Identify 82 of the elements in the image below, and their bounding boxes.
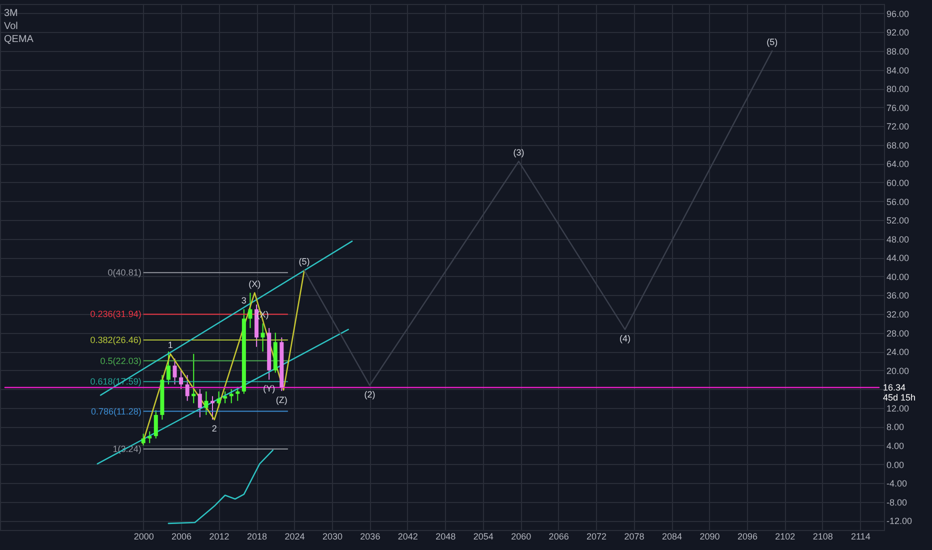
y-tick-label: 92.00 — [886, 28, 910, 38]
y-tick-label: 96.00 — [886, 8, 910, 19]
y-tick-label: 88.00 — [886, 46, 910, 56]
x-tick-label: 2090 — [700, 532, 720, 542]
x-tick-label: 2018 — [246, 532, 268, 542]
annotation: (Z) — [276, 394, 288, 405]
x-tick-label: 2000 — [134, 532, 154, 542]
y-tick-label: 80.00 — [886, 84, 910, 94]
ref-line-label: 0.786(11.28) — [90, 406, 142, 416]
candlestick — [148, 430, 152, 444]
y-tick-label: -4.00 — [886, 478, 908, 489]
y-tick-label: 48.00 — [886, 234, 910, 244]
annotation: (4) — [619, 333, 630, 344]
x-tick-label: 2078 — [624, 532, 644, 542]
chart-title: 3M — [4, 8, 18, 19]
candlestick — [185, 374, 190, 402]
candlestick — [198, 388, 202, 418]
y-tick-label: 8.00 — [886, 422, 904, 432]
candlestick — [179, 370, 184, 390]
y-tick-label: -12.00 — [886, 516, 912, 526]
candlestick — [141, 433, 146, 446]
x-tick-label: 2108 — [812, 532, 833, 542]
annotation: 3 — [241, 295, 246, 306]
x-tick-label: 2030 — [322, 532, 342, 542]
y-tick-label: 68.00 — [886, 140, 910, 150]
candlestick — [166, 351, 170, 385]
annotation: (3) — [513, 147, 524, 158]
x-tick-label: 2084 — [662, 532, 682, 542]
y-tick-label: 64.00 — [886, 159, 910, 170]
annotation: 1 — [168, 340, 173, 350]
annotation: 2 — [212, 424, 217, 434]
x-tick-label: 2006 — [172, 532, 192, 542]
y-tick-label: 84.00 — [886, 65, 910, 76]
candlestick — [204, 390, 208, 416]
x-tick-label: 2066 — [548, 532, 569, 542]
y-tick-label: 52.00 — [886, 216, 910, 226]
candlestick — [172, 358, 177, 385]
x-tick-label: 2114 — [850, 532, 870, 542]
ref-line-label: 0.5(22.03) — [100, 356, 142, 366]
x-tick-label: 2096 — [737, 532, 758, 542]
x-tick-label: 2054 — [473, 532, 494, 542]
annotation: 45d 15h — [883, 392, 916, 403]
x-tick-label: 2102 — [775, 532, 796, 542]
y-tick-label: 40.00 — [886, 272, 910, 282]
x-tick-label: 2012 — [209, 532, 230, 542]
candlestick — [223, 390, 228, 404]
y-tick-label: 4.00 — [886, 440, 904, 451]
annotation: (X) — [248, 278, 261, 289]
y-tick-label: -8.00 — [886, 497, 908, 508]
annotation: 16.34 — [883, 382, 906, 393]
candlestick — [260, 322, 265, 352]
x-tick-label: 2072 — [586, 532, 607, 542]
y-tick-label: 60.00 — [886, 178, 910, 188]
annotation: Vol — [4, 21, 18, 32]
x-tick-label: 2042 — [398, 532, 418, 542]
candlestick — [216, 390, 221, 406]
y-tick-label: 0.00 — [886, 460, 904, 470]
y-tick-label: 44.00 — [886, 253, 910, 264]
y-tick-label: 76.00 — [886, 102, 910, 113]
annotation: QEMA — [4, 34, 34, 45]
y-tick-label: 12.00 — [886, 403, 910, 414]
y-tick-label: 24.00 — [886, 347, 910, 358]
x-tick-label: 2060 — [511, 532, 532, 542]
y-tick-label: 28.00 — [886, 328, 910, 338]
x-tick-label: 2024 — [284, 532, 305, 542]
y-tick-label: 32.00 — [886, 309, 910, 320]
candlestick — [154, 410, 158, 439]
annotation: (5) — [766, 36, 778, 47]
y-tick-label: 36.00 — [886, 290, 910, 301]
x-tick-label: 2036 — [360, 532, 380, 542]
y-tick-label: 56.00 — [886, 196, 910, 207]
x-tick-label: 2048 — [436, 532, 456, 542]
ref-line-label: 0(40.81) — [108, 268, 142, 278]
line-series — [142, 270, 305, 444]
line-series — [168, 450, 274, 524]
y-tick-label: 20.00 — [886, 366, 910, 376]
ref-line-label: 0.236(31.94) — [90, 309, 142, 320]
candlestick — [248, 292, 252, 329]
annotation: (2) — [364, 389, 376, 400]
y-tick-label: 72.00 — [886, 122, 910, 132]
ref-line-label: 0.382(26.46) — [90, 334, 142, 345]
annotation: (5) — [298, 256, 310, 266]
